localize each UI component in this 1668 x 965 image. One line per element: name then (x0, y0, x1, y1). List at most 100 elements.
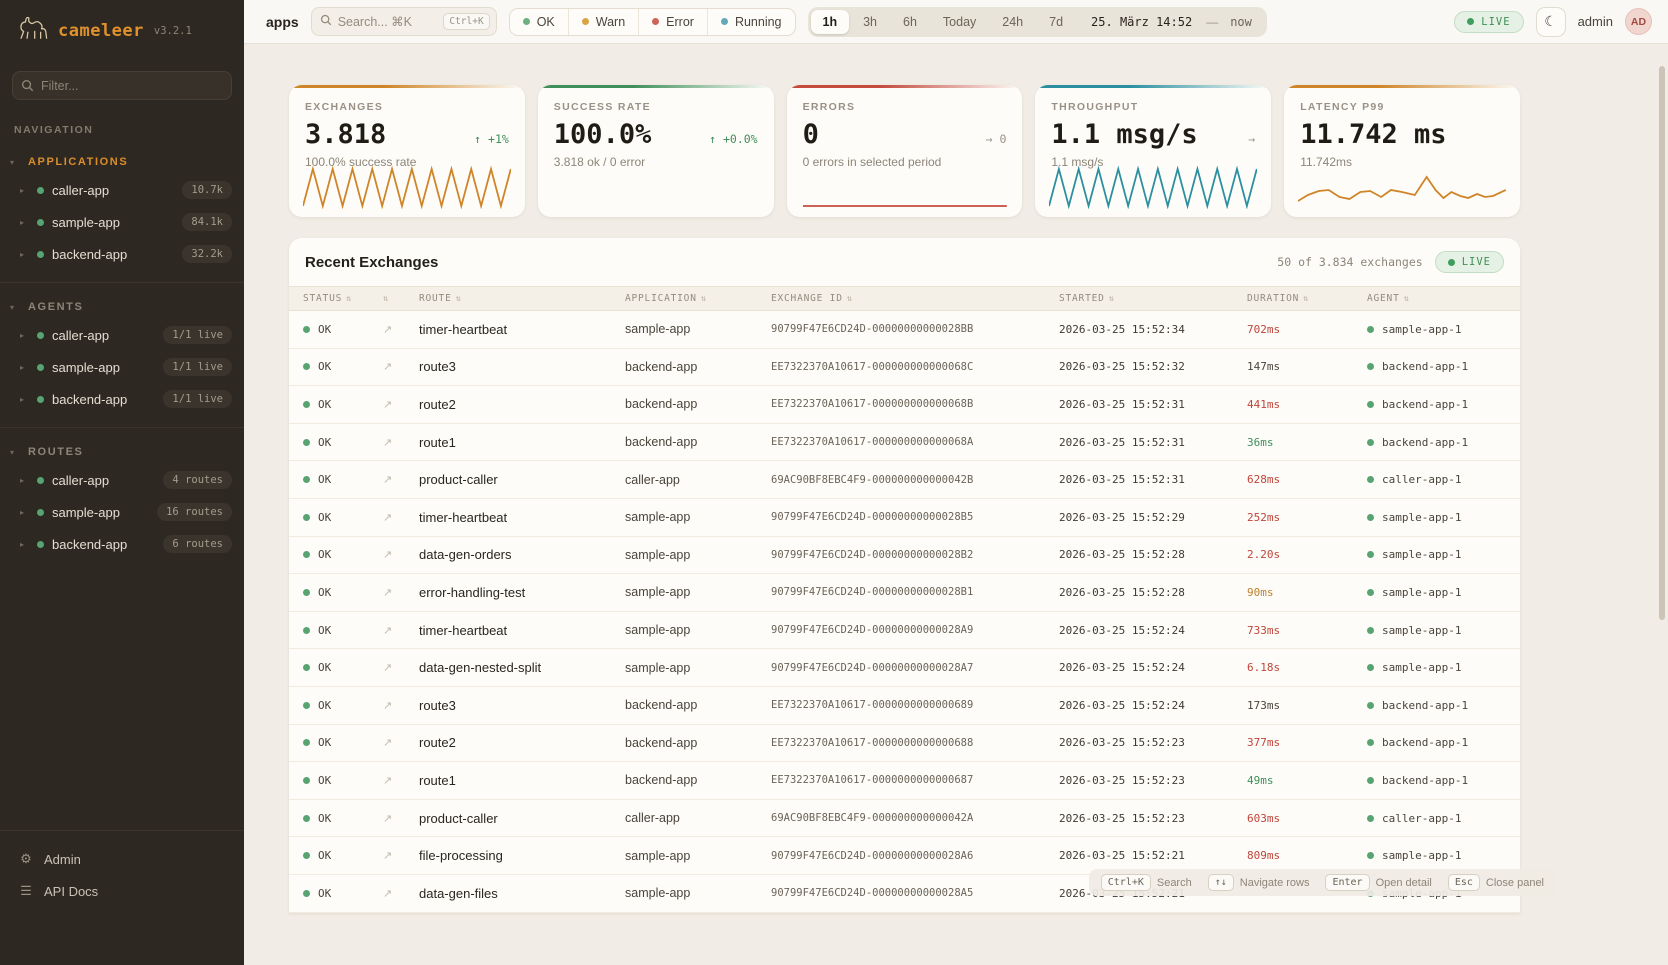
range-button-3h[interactable]: 3h (851, 10, 889, 34)
open-detail-icon[interactable]: ↗ (383, 549, 393, 562)
range-button-24h[interactable]: 24h (990, 10, 1035, 34)
status-filter-warn[interactable]: Warn (569, 8, 640, 35)
sidebar-item-caller-app[interactable]: ▸ caller-app 1/1 live (0, 319, 244, 351)
sidebar-item-sample-app[interactable]: ▸ sample-app 16 routes (0, 496, 244, 528)
agent-label: backend-app-1 (1382, 736, 1469, 750)
scrollbar-thumb[interactable] (1659, 66, 1665, 620)
open-detail-icon[interactable]: ↗ (383, 436, 393, 449)
column-header-exchange-id[interactable]: EXCHANGE ID ⇅ (771, 293, 1059, 304)
table-row[interactable]: OK ↗ product-caller caller-app 69AC90BF8EBC4… (289, 461, 1520, 499)
status-dot-icon (522, 18, 530, 25)
table-row[interactable]: OK ↗ timer-heartbeat sample-app 90799F47E6CD… (289, 499, 1520, 537)
table-row[interactable]: OK ↗ product-caller caller-app 69AC90BF8EBC4… (289, 800, 1520, 838)
chevron-right-icon: ▸ (20, 362, 25, 372)
filter-input[interactable] (12, 71, 232, 100)
dark-mode-toggle[interactable]: ☾ (1535, 6, 1566, 37)
ok-dot-icon (303, 551, 310, 559)
search-input[interactable] (337, 14, 438, 29)
sidebar-item-sample-app[interactable]: ▸ sample-app 84.1k (0, 206, 244, 238)
table-row[interactable]: OK ↗ data-gen-orders sample-app 90799F47E6CD… (289, 537, 1520, 575)
table-row[interactable]: OK ↗ error-handling-test sample-app 90799F47… (289, 574, 1520, 612)
column-header-application[interactable]: APPLICATION ⇅ (625, 293, 771, 304)
gear-icon: ⚙ (20, 851, 32, 866)
search-box[interactable]: Ctrl+K (310, 7, 497, 36)
section-header-agents[interactable]: ▾ AGENTS (0, 293, 244, 319)
table-row[interactable]: OK ↗ route1 backend-app EE7322370A10617-0000… (289, 424, 1520, 462)
open-detail-icon[interactable]: ↗ (383, 662, 393, 675)
section-title: AGENTS (28, 301, 84, 313)
open-detail-icon[interactable]: ↗ (383, 699, 393, 712)
section-header-applications[interactable]: ▾ APPLICATIONS (0, 148, 244, 174)
column-header-started[interactable]: STARTED ⇅ (1059, 293, 1247, 304)
agent-label: sample-app-1 (1382, 585, 1462, 599)
open-detail-icon[interactable]: ↗ (383, 586, 393, 599)
table-row[interactable]: OK ↗ route2 backend-app EE7322370A10617-0000… (289, 386, 1520, 424)
range-button-today[interactable]: Today (931, 10, 988, 34)
sidebar-item-badge: 16 routes (157, 503, 232, 521)
status-cell: OK (303, 398, 383, 411)
open-detail-icon[interactable]: ↗ (383, 887, 393, 900)
table-row[interactable]: OK ↗ route3 backend-app EE7322370A10617-0000… (289, 687, 1520, 725)
column-header-status[interactable]: STATUS ⇅ (303, 293, 383, 304)
sidebar-item-caller-app[interactable]: ▸ caller-app 10.7k (0, 174, 244, 206)
table-row[interactable]: OK ↗ route1 backend-app EE7322370A10617-0000… (289, 762, 1520, 800)
agent-cell: backend-app-1 (1367, 699, 1520, 712)
open-detail-icon[interactable]: ↗ (383, 398, 393, 411)
status-filter-error[interactable]: Error (639, 8, 708, 35)
status-filter-running[interactable]: Running (708, 9, 795, 35)
table-row[interactable]: OK ↗ route3 backend-app EE7322370A10617-0000… (289, 349, 1520, 387)
table-row[interactable]: OK ↗ file-processing sample-app 90799F47E6CD… (289, 837, 1520, 875)
table-live-badge[interactable]: LIVE (1434, 251, 1504, 273)
range-start-label[interactable]: 25. März 14:52 (1091, 14, 1193, 29)
shortcut-kbd: Esc (1447, 874, 1480, 891)
agent-dot-icon (1367, 476, 1374, 484)
table-row[interactable]: OK ↗ timer-heartbeat sample-app 90799F47E6CD… (289, 311, 1520, 349)
live-toggle[interactable]: LIVE (1454, 10, 1524, 33)
column-header-duration[interactable]: DURATION ⇅ (1247, 293, 1367, 304)
agent-label: backend-app-1 (1382, 773, 1469, 787)
footer-link-api-docs[interactable]: ☰ API Docs (12, 875, 232, 907)
shortcut-search: Ctrl+K Search (1100, 874, 1192, 891)
avatar[interactable]: AD (1625, 8, 1652, 35)
table-row[interactable]: OK ↗ route2 backend-app EE7322370A10617-0000… (289, 725, 1520, 763)
open-detail-icon[interactable]: ↗ (383, 737, 393, 750)
status-dot-icon (37, 508, 44, 516)
shortcut-kbd: ↑↓ (1207, 874, 1234, 891)
table-row[interactable]: OK ↗ timer-heartbeat sample-app 90799F47E6CD… (289, 612, 1520, 650)
range-button-6h[interactable]: 6h (891, 10, 929, 34)
status-cell: OK (303, 511, 383, 524)
sidebar-item-caller-app[interactable]: ▸ caller-app 4 routes (0, 464, 244, 496)
stat-label: SUCCESS RATE (553, 101, 651, 113)
route-cell: route3 (419, 697, 456, 713)
status-filter-ok[interactable]: OK (510, 8, 569, 35)
chevron-right-icon: ▸ (20, 539, 25, 549)
column-header-agent[interactable]: AGENT ⇅ (1367, 293, 1520, 304)
username-label[interactable]: admin (1577, 14, 1613, 29)
open-detail-icon[interactable]: ↗ (383, 812, 393, 825)
open-detail-icon[interactable]: ↗ (383, 850, 393, 863)
column-header-open[interactable]: ⇅ (383, 294, 419, 304)
open-detail-icon[interactable]: ↗ (383, 323, 393, 336)
ok-dot-icon (303, 363, 310, 371)
range-button-1h[interactable]: 1h (810, 9, 850, 34)
open-detail-icon[interactable]: ↗ (383, 474, 393, 487)
range-end-label[interactable]: now (1230, 14, 1252, 29)
exchange-id-cell: EE7322370A10617-000000000000068C (771, 360, 974, 373)
column-header-route[interactable]: ROUTE ⇅ (419, 293, 625, 304)
stat-delta: → 0 (985, 132, 1007, 146)
stat-value-row: 0 → 0 (803, 119, 1007, 150)
status-filter-group: OK Warn Error Running (508, 7, 796, 36)
sidebar-item-backend-app[interactable]: ▸ backend-app 1/1 live (0, 383, 244, 415)
sidebar-item-backend-app[interactable]: ▸ backend-app 32.2k (0, 238, 244, 270)
sidebar-item-backend-app[interactable]: ▸ backend-app 6 routes (0, 528, 244, 560)
open-detail-icon[interactable]: ↗ (383, 624, 393, 637)
open-detail-icon[interactable]: ↗ (383, 511, 393, 524)
table-row[interactable]: OK ↗ data-gen-nested-split sample-app 90799F… (289, 649, 1520, 687)
open-detail-icon[interactable]: ↗ (383, 774, 393, 787)
section-header-routes[interactable]: ▾ ROUTES (0, 438, 244, 464)
open-detail-icon[interactable]: ↗ (383, 361, 393, 374)
ok-dot-icon (303, 400, 310, 408)
footer-link-admin[interactable]: ⚙ Admin (12, 843, 232, 875)
range-button-7d[interactable]: 7d (1037, 10, 1075, 34)
sidebar-item-sample-app[interactable]: ▸ sample-app 1/1 live (0, 351, 244, 383)
